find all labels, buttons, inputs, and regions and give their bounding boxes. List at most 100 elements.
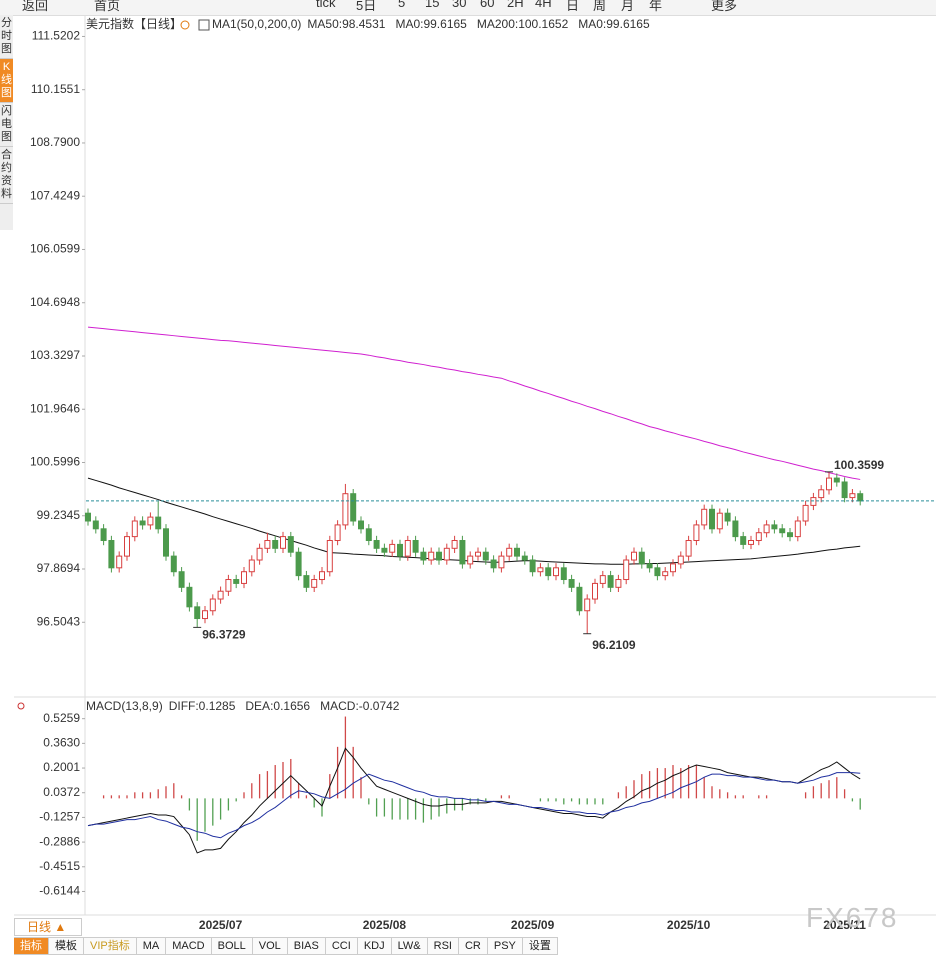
extreme-label: 96.3729: [202, 628, 246, 642]
settings-icon[interactable]: [180, 20, 190, 30]
indicator-line: [87, 477, 861, 565]
y-tick-label: 111.5202: [32, 29, 81, 43]
toolbar-button[interactable]: 日: [566, 0, 580, 13]
candle-body: [389, 543, 396, 553]
toolbar-button[interactable]: tick: [316, 0, 336, 10]
candle-body: [280, 536, 286, 549]
toolbar-button[interactable]: 5: [398, 0, 406, 10]
indicator-tab[interactable]: VOL: [252, 937, 288, 955]
toolbar-button[interactable]: 周: [593, 0, 607, 13]
toolbar-button[interactable]: 15: [425, 0, 440, 10]
legend-entry: MA0:99.6165: [578, 17, 650, 31]
indicator-tab[interactable]: CR: [458, 937, 488, 955]
sidebar-tab[interactable]: 分时图: [0, 15, 13, 59]
toolbar-button[interactable]: 60: [480, 0, 495, 10]
candle-body: [631, 551, 637, 561]
toolbar-button[interactable]: 首页: [94, 0, 121, 13]
candle-body: [810, 497, 817, 506]
candle-body: [100, 528, 107, 542]
y-tick-label: -0.6144: [39, 884, 80, 898]
candle-body: [178, 571, 185, 588]
indicator-tab[interactable]: 模板: [49, 937, 84, 955]
indicator-label: MA1(50,0,200,0): [212, 17, 301, 31]
candle-body: [319, 571, 325, 581]
y-tick-label: 104.6948: [30, 295, 80, 309]
x-tick-label: 2025/10: [667, 918, 711, 932]
indicator-icon[interactable]: [198, 19, 210, 31]
candle-body: [85, 512, 91, 522]
candle-body: [475, 551, 481, 557]
indicator-tab[interactable]: LW&: [391, 937, 428, 955]
period-button[interactable]: 日线 ▲: [14, 918, 82, 936]
candle-body: [592, 582, 598, 600]
y-tick-label: 101.9646: [30, 401, 80, 415]
indicator-tab[interactable]: BIAS: [287, 937, 326, 955]
candle-body: [771, 524, 778, 530]
candle-body: [287, 536, 294, 553]
candle-body: [716, 512, 723, 530]
candle-body: [334, 524, 341, 542]
candle-body: [568, 579, 575, 588]
candle-body: [373, 540, 380, 549]
candle-body: [576, 586, 583, 612]
indicator-icon[interactable]: [17, 702, 25, 710]
toolbar-button[interactable]: 月: [621, 0, 635, 13]
y-tick-label: -0.1257: [39, 810, 80, 824]
y-tick-label: 108.7900: [30, 135, 80, 149]
legend-entry: MA200:100.1652: [477, 17, 569, 31]
toolbar-button[interactable]: 5日: [356, 0, 377, 13]
candle-body: [794, 520, 801, 538]
y-tick-label: 106.0599: [30, 242, 80, 256]
candle-body: [365, 528, 372, 542]
indicator-tab[interactable]: KDJ: [357, 937, 392, 955]
candle-body: [646, 563, 653, 569]
toolbar-button[interactable]: 返回: [22, 0, 49, 13]
candle-body: [186, 586, 193, 608]
candle-body: [350, 493, 357, 522]
candle-body: [638, 551, 645, 565]
indicator-tab[interactable]: PSY: [487, 937, 523, 955]
toolbar-button[interactable]: 年: [649, 0, 663, 13]
x-tick-label: 2025/08: [363, 918, 407, 932]
candle-body: [849, 493, 856, 499]
candle-body: [108, 540, 115, 569]
toolbar-button[interactable]: 30: [452, 0, 467, 10]
indicator-tab[interactable]: MACD: [166, 937, 212, 955]
sidebar-tab[interactable]: K线图: [0, 59, 13, 103]
indicator-tab[interactable]: MA: [136, 937, 167, 955]
candle-body: [233, 579, 240, 584]
sidebar-tab[interactable]: 闪电图: [0, 103, 13, 147]
candle-body: [833, 477, 840, 483]
candle-body: [506, 547, 513, 557]
candle-body: [295, 551, 302, 577]
candle-body: [857, 493, 864, 502]
toolbar-button[interactable]: 更多: [711, 0, 738, 13]
candle-body: [779, 528, 786, 534]
sidebar-tab[interactable]: 合约资料: [0, 147, 13, 204]
candle-body: [404, 540, 411, 557]
indicator-tab[interactable]: 指标: [14, 937, 49, 955]
indicator-tab[interactable]: BOLL: [211, 937, 253, 955]
candle-body: [709, 508, 715, 530]
candle-body: [623, 559, 630, 581]
candle-body: [264, 540, 271, 549]
candle-body: [498, 555, 505, 569]
indicator-tab[interactable]: CCI: [325, 937, 358, 955]
y-tick-label: -0.2886: [39, 834, 80, 848]
indicator-tab[interactable]: RSI: [427, 937, 459, 955]
candle-body: [584, 598, 591, 612]
candle-body: [529, 559, 536, 573]
legend-entry: DEA:0.1656: [245, 699, 310, 713]
indicator-tab[interactable]: 设置: [522, 937, 558, 955]
candle-body: [459, 540, 466, 565]
indicator-tab[interactable]: VIP指标: [84, 937, 137, 955]
chart-title: 美元指数: [86, 16, 134, 31]
candle-body: [272, 540, 279, 549]
candle-body: [397, 543, 403, 557]
y-tick-label: 100.5996: [30, 455, 80, 469]
toolbar-button[interactable]: 4H: [535, 0, 552, 10]
toolbar-button[interactable]: 2H: [507, 0, 524, 10]
candle-body: [841, 481, 848, 499]
candle-body: [693, 524, 700, 542]
